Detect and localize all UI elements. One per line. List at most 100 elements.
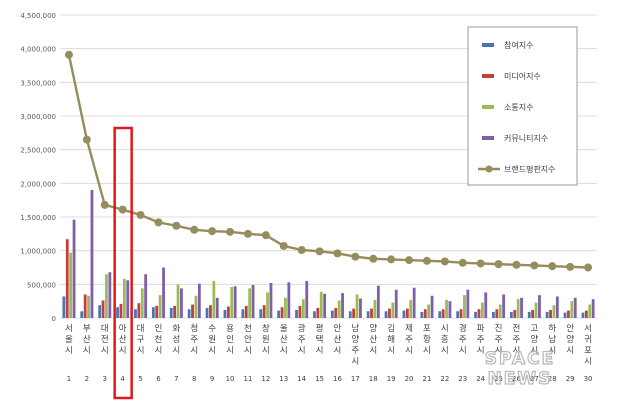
rank-label: 3 (103, 375, 107, 383)
bar-3 (355, 294, 359, 318)
bar-1 (134, 309, 137, 318)
bar-1 (545, 311, 549, 318)
brand-index-point (136, 210, 145, 219)
bar-4 (72, 219, 76, 318)
bar-2 (334, 307, 338, 318)
brand-index-point (64, 50, 73, 59)
y-tick-label: 0 (52, 315, 56, 323)
bar-2 (352, 308, 356, 318)
bar-3 (534, 302, 538, 318)
y-tick-label: 3,500,000 (20, 79, 56, 87)
rank-label: 26 (512, 375, 521, 383)
bar-2 (567, 310, 570, 318)
bar-1 (151, 307, 155, 318)
bar-2 (459, 309, 463, 318)
rank-label: 9 (210, 375, 214, 383)
bar-4 (126, 280, 130, 318)
bar-1 (116, 307, 119, 318)
brand-index-point (584, 263, 593, 272)
bar-2 (262, 305, 266, 318)
rank-label: 29 (566, 375, 575, 383)
bar-2 (495, 309, 499, 318)
bar-2 (244, 305, 248, 318)
bar-1 (187, 309, 191, 318)
bar-2 (155, 305, 159, 318)
bar-1 (420, 311, 424, 318)
bar-1 (581, 312, 585, 318)
bar-2 (280, 307, 284, 318)
rank-label: 30 (584, 375, 593, 383)
bar-1 (223, 309, 227, 318)
y-tick-label: 2,500,000 (20, 147, 56, 155)
bar-3 (373, 299, 377, 318)
bar-1 (492, 311, 495, 318)
bar-2 (531, 309, 535, 318)
bar-3 (176, 284, 180, 318)
rank-label: 8 (192, 375, 196, 383)
brand-index-point (226, 227, 235, 236)
brand-index-point (566, 262, 575, 271)
bar-4 (323, 293, 327, 318)
bar-3 (284, 297, 287, 318)
bar-2 (405, 308, 409, 318)
watermark-text: SPACE (485, 349, 555, 369)
bar-1 (330, 310, 334, 318)
bar-3 (337, 300, 341, 318)
bar-1 (241, 309, 245, 318)
brand-index-point (315, 247, 324, 256)
bar-4 (430, 295, 434, 318)
bar-1 (366, 311, 370, 318)
bar-4 (466, 289, 470, 318)
brand-index-point (440, 257, 449, 266)
bar-1 (402, 310, 406, 318)
brand-index-point (172, 221, 181, 230)
bar-1 (384, 311, 388, 318)
brand-index-point (118, 205, 127, 214)
y-tick-label: 4,000,000 (20, 46, 56, 54)
brand-index-point (458, 258, 467, 267)
bar-2 (423, 309, 427, 318)
rank-label: 23 (458, 375, 467, 383)
bar-1 (456, 311, 460, 318)
y-tick-label: 1,000,000 (20, 248, 56, 256)
bar-4 (359, 298, 362, 318)
brand-index-point (100, 200, 109, 209)
bar-4 (484, 292, 488, 318)
bar-2 (101, 300, 105, 318)
brand-index-point (548, 262, 557, 271)
legend-label: 브랜드평판지수 (504, 164, 556, 174)
bar-3 (230, 287, 234, 318)
rank-label: 5 (138, 375, 142, 383)
bar-3 (194, 295, 198, 318)
brand-index-point (297, 245, 306, 254)
bar-2 (119, 303, 123, 318)
bar-4 (287, 282, 291, 318)
bar-4 (412, 287, 416, 318)
bar-4 (448, 301, 452, 318)
bar-3 (158, 295, 162, 318)
bar-3 (266, 292, 269, 318)
brand-index-point (422, 256, 431, 265)
brand-index-point (208, 227, 217, 236)
bar-4 (108, 272, 112, 318)
rank-label: 17 (351, 375, 360, 383)
bar-2 (137, 303, 141, 318)
y-tick-label: 500,000 (27, 281, 56, 289)
highlight-box (113, 126, 133, 400)
rank-label: 6 (156, 375, 161, 383)
watermark-text: NEWS (488, 369, 553, 389)
bar-4 (341, 293, 344, 318)
